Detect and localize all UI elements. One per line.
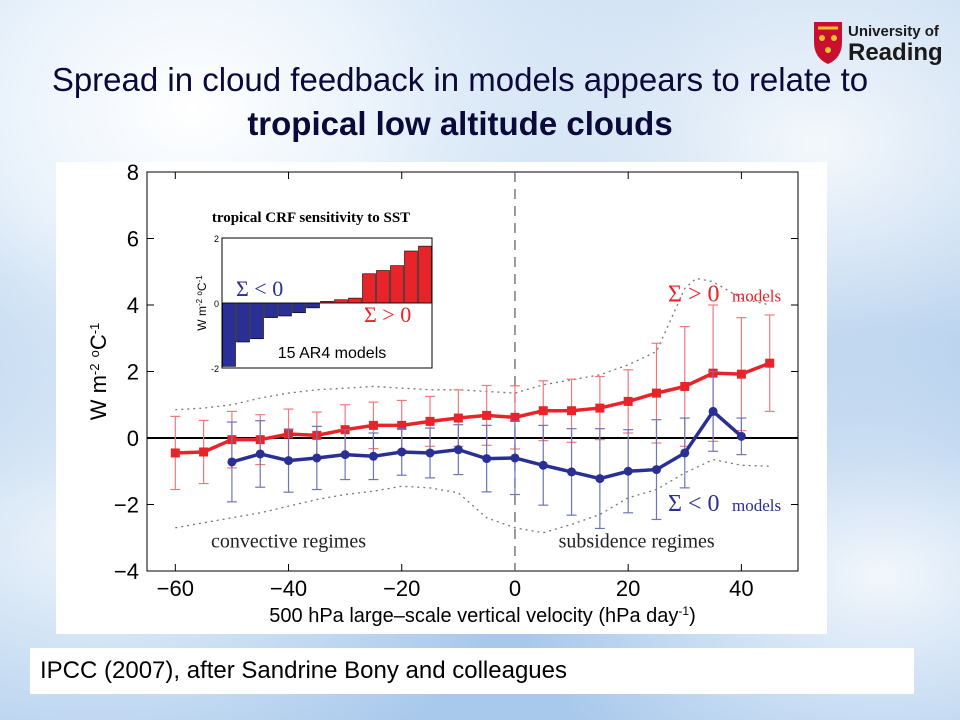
inset-positive-bar	[418, 245, 432, 304]
negative-data-point	[680, 448, 690, 458]
negative-data-point	[312, 453, 322, 463]
inset-negative-bar	[236, 302, 250, 343]
y-tick-label: −4	[114, 559, 139, 584]
negative-sigma-label: Σ < 0	[668, 491, 720, 517]
chart-panel: −4 −2 0 2 4 6 8 −60 −40 −20 0 20 40 500 hPa large–sca…	[56, 160, 827, 634]
positive-data-point	[680, 381, 690, 391]
inset-positive-sigma-label: Σ > 0	[364, 302, 411, 327]
negative-data-point	[340, 450, 350, 460]
x-axis-label: 500 hPa large–scale vertical velocity (h…	[269, 604, 695, 627]
positive-data-point	[538, 406, 548, 416]
title-normal-text: Spread in cloud feedback in models appea…	[51, 61, 869, 98]
subsidence-regimes-label: subsidence regimes	[559, 531, 715, 553]
positive-data-point	[765, 358, 775, 368]
negative-data-point	[482, 454, 492, 464]
positive-data-point	[397, 420, 407, 430]
negative-data-point	[708, 406, 718, 416]
inset-negative-bar	[250, 302, 264, 340]
negative-data-point	[284, 456, 294, 466]
negative-data-point	[425, 448, 435, 458]
inset-positive-bar	[390, 265, 404, 304]
inset-positive-bar	[348, 297, 362, 304]
negative-data-point	[567, 467, 577, 477]
positive-data-point	[651, 388, 661, 398]
y-axis-label: W m-2 oC-1	[86, 323, 111, 421]
y-tick-label: 2	[127, 360, 139, 385]
y-tick-label: −2	[114, 493, 139, 518]
negative-data-point	[623, 466, 633, 476]
inset-negative-bar	[292, 302, 306, 314]
x-tick-label: −40	[270, 576, 307, 601]
negative-data-point	[538, 460, 548, 470]
x-tick-label: 0	[509, 576, 521, 601]
source-caption: IPCC (2007), after Sandrine Bony and col…	[30, 648, 914, 694]
crest-icon	[814, 22, 842, 64]
positive-data-point	[736, 369, 746, 379]
inset-positive-bar	[334, 299, 348, 304]
logo-text-line1: University of	[848, 23, 940, 40]
x-tick-label: −60	[157, 576, 194, 601]
title-bold-text: tropical low altitude clouds	[247, 105, 673, 142]
positive-data-point	[368, 420, 378, 430]
x-tick-label: 40	[729, 576, 753, 601]
inset-negative-sigma-label: Σ < 0	[236, 276, 283, 301]
inset-positive-bar	[404, 250, 418, 304]
inset-x-axis-label: 15 AR4 models	[278, 345, 387, 362]
inset-y-tick-label: 0	[214, 299, 219, 309]
negative-data-point	[255, 449, 265, 459]
inset-positive-bar	[376, 270, 390, 304]
y-tick-label: 8	[127, 162, 139, 185]
negative-data-point	[510, 453, 520, 463]
inset-y-axis-label: W m-2 oC-1	[195, 275, 210, 331]
y-tick-label: 0	[127, 426, 139, 451]
x-tick-label: 20	[616, 576, 640, 601]
positive-data-point	[623, 396, 633, 406]
inset-negative-bar	[278, 302, 292, 317]
inset-chart: tropical CRF sensitivity to SST -2 0 2 Σ < 0…	[184, 202, 438, 374]
positive-data-point	[567, 406, 577, 416]
convective-regimes-label: convective regimes	[211, 531, 366, 553]
inset-title: tropical CRF sensitivity to SST	[212, 210, 410, 226]
slide-title: Spread in cloud feedback in models appea…	[20, 58, 900, 146]
inset-negative-bar	[264, 302, 278, 318]
inset-positive-bar	[362, 273, 376, 304]
positive-data-point	[170, 448, 180, 458]
university-logo: University of Reading	[812, 18, 943, 66]
inset-y-tick-label: 2	[214, 234, 219, 244]
positive-data-point	[482, 410, 492, 420]
negative-data-point	[368, 451, 378, 461]
lower-envelope-line	[175, 458, 770, 534]
positive-data-point	[199, 447, 209, 457]
positive-data-point	[453, 413, 463, 423]
negative-data-point	[736, 431, 746, 441]
y-tick-label: 6	[127, 227, 139, 252]
positive-series-line	[175, 361, 771, 455]
negative-models-label: models	[732, 496, 781, 515]
inset-y-tick-label: -2	[211, 364, 219, 374]
positive-data-point	[510, 412, 520, 422]
positive-models-label: models	[732, 287, 781, 306]
inset-negative-bar	[222, 302, 236, 367]
negative-data-point	[397, 447, 407, 457]
inset-negative-bar	[306, 302, 320, 309]
x-tick-label: −20	[383, 576, 420, 601]
logo-text-line2: Reading	[848, 39, 942, 66]
y-tick-label: 4	[127, 293, 139, 318]
negative-data-point	[453, 445, 463, 455]
negative-data-point	[651, 465, 661, 475]
negative-data-point	[227, 457, 237, 467]
negative-data-point	[595, 474, 605, 484]
positive-data-point	[425, 416, 435, 426]
positive-sigma-label: Σ > 0	[668, 282, 720, 308]
positive-data-point	[595, 403, 605, 413]
